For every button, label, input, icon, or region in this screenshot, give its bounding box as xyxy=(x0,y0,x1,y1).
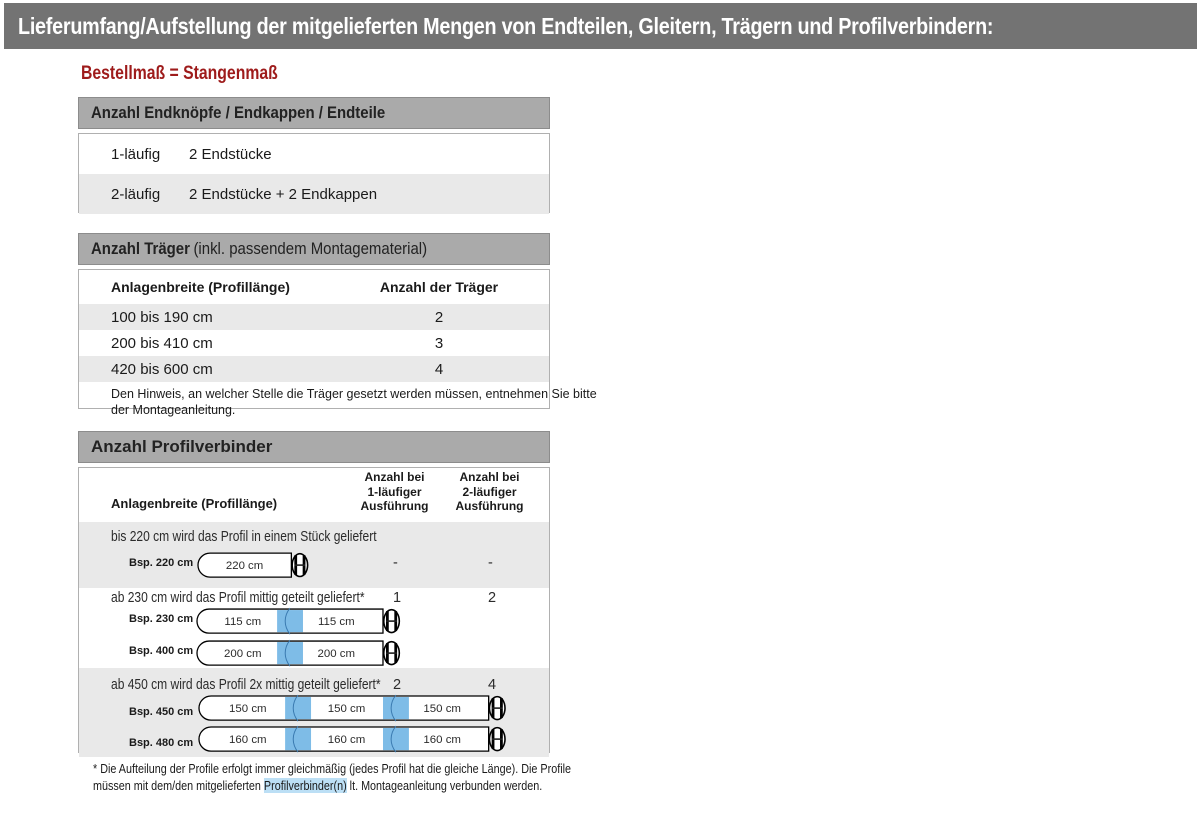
svg-text:150 cm: 150 cm xyxy=(327,703,365,715)
svg-text:115 cm: 115 cm xyxy=(224,616,261,628)
svg-text:160 cm: 160 cm xyxy=(327,734,365,746)
svg-text:160 cm: 160 cm xyxy=(229,734,267,746)
svg-text:200 cm: 200 cm xyxy=(317,648,355,660)
svg-text:160 cm: 160 cm xyxy=(423,734,461,746)
svg-text:115 cm: 115 cm xyxy=(318,616,355,628)
svg-text:150 cm: 150 cm xyxy=(423,703,461,715)
svg-text:150 cm: 150 cm xyxy=(229,703,267,715)
svg-text:220 cm: 220 cm xyxy=(226,560,263,572)
svg-text:200 cm: 200 cm xyxy=(224,648,262,660)
